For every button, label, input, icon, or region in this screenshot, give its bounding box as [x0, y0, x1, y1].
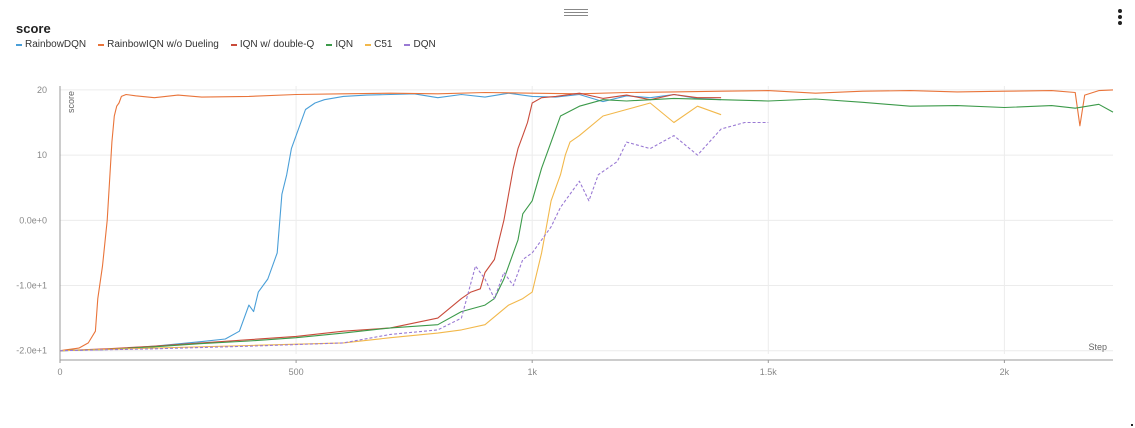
legend-swatch: [230, 43, 237, 46]
legend-label: DQN: [413, 39, 436, 50]
y-axis-title: score: [66, 91, 76, 113]
series-line-3[interactable]: [59, 92, 722, 352]
legend-swatch: [404, 43, 411, 46]
legend-item[interactable]: DQN: [404, 39, 436, 50]
panel-title: score: [16, 21, 51, 36]
legend-label: IQN: [335, 39, 354, 50]
legend-item[interactable]: RainbowDQN: [16, 39, 86, 50]
series-line-6[interactable]: [59, 121, 769, 352]
legend-item[interactable]: IQN w/ double-Q: [230, 39, 315, 50]
legend-label: C51: [374, 39, 393, 50]
x-tick-label: 1k: [527, 367, 537, 377]
legend-swatch: [16, 43, 22, 46]
y-tick-label: 0.0e+0: [19, 215, 47, 225]
resize-handle-icon[interactable]: [1131, 424, 1133, 426]
legend-label: RainbowDQN: [25, 39, 87, 50]
series-line-5[interactable]: [59, 102, 722, 352]
legend-swatch: [98, 43, 105, 46]
more-vertical-icon[interactable]: [1115, 9, 1125, 25]
x-axis-title: Step: [1088, 342, 1107, 352]
legend-item[interactable]: IQN: [326, 39, 353, 50]
series-line-1[interactable]: [59, 92, 722, 352]
x-tick-label: 500: [289, 367, 304, 377]
x-tick-label: 0: [57, 367, 62, 377]
drag-handle-icon[interactable]: [564, 9, 588, 16]
legend-swatch: [365, 43, 372, 46]
y-tick-label: 10: [37, 150, 47, 160]
series-line-2[interactable]: [59, 89, 1114, 352]
y-tick-label: -1.0e+1: [16, 281, 47, 291]
legend-swatch: [326, 43, 333, 46]
legend-label: IQN w/ double-Q: [239, 39, 315, 50]
series-line-4[interactable]: [59, 97, 1114, 352]
x-tick-label: 2k: [1000, 367, 1010, 377]
legend-item[interactable]: RainbowIQN w/o Dueling: [98, 39, 219, 50]
x-tick-label: 1.5k: [760, 367, 778, 377]
y-tick-label: 20: [37, 85, 47, 95]
y-tick-label: -2.0e+1: [16, 346, 47, 356]
chart-legend: RainbowDQN RainbowIQN w/o Dueling IQN w/ d…: [16, 39, 436, 50]
legend-label: RainbowIQN w/o Dueling: [107, 39, 219, 50]
legend-item[interactable]: C51: [365, 39, 392, 50]
